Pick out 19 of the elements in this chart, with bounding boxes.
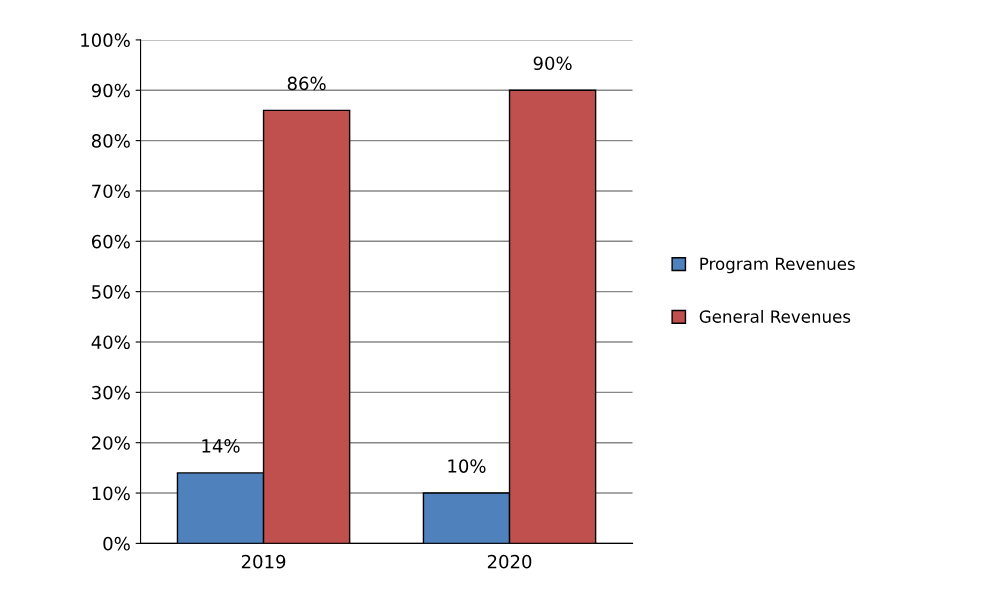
- y-tick-label: 70%: [92, 184, 130, 199]
- data-label: 14%: [202, 439, 240, 453]
- y-tick-label: 20%: [92, 436, 130, 450]
- legend-label: General Revenues: [699, 309, 851, 323]
- x-tick-label: 2020: [487, 554, 532, 569]
- y-tick-label: 100%: [81, 33, 130, 48]
- y-tick-label: 60%: [91, 234, 130, 249]
- y-tick-label: 50%: [92, 285, 130, 299]
- x-tick-label: 2019: [241, 554, 286, 569]
- y-tick-label: 40%: [91, 335, 130, 350]
- y-tick-label: 0%: [103, 536, 130, 551]
- y-tick-label: 80%: [91, 134, 130, 148]
- y-tick-label: 10%: [92, 486, 130, 501]
- data-label: 90%: [533, 56, 572, 71]
- y-tick-label: 90%: [91, 83, 130, 98]
- legend-label: Program Revenues: [700, 257, 855, 274]
- y-tick-label: 30%: [92, 385, 130, 400]
- data-label: 86%: [287, 76, 326, 91]
- data-label: 10%: [448, 459, 486, 473]
